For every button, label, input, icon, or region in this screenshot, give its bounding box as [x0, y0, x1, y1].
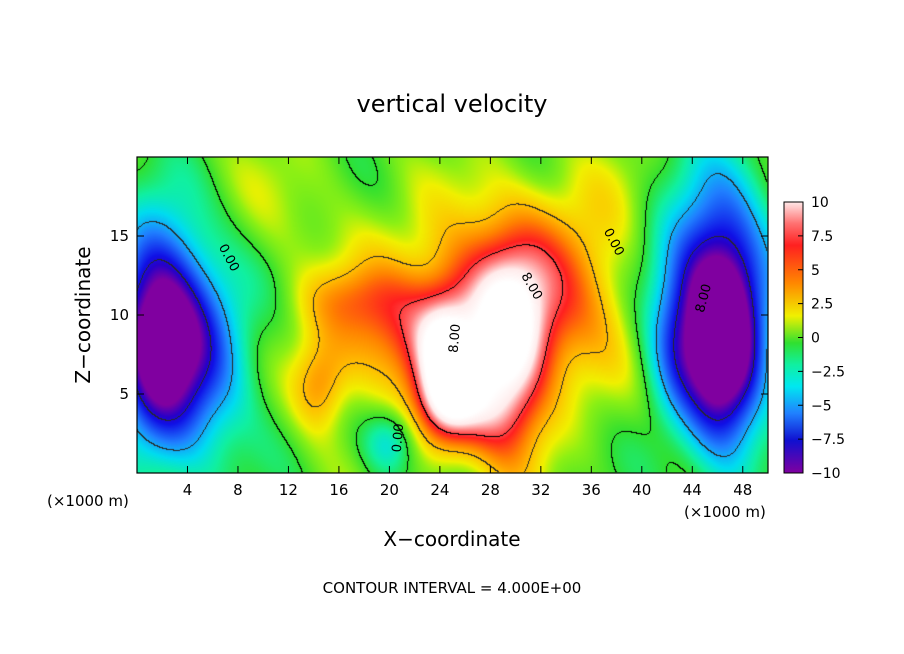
x-tick-label: 12	[279, 481, 298, 499]
x-unit-right: (×1000 m)	[684, 503, 766, 521]
y-axis-ticks: 5 10 15	[110, 227, 768, 403]
colorbar-tick-label: −10	[811, 466, 841, 482]
x-tick-label: 40	[632, 481, 651, 499]
x-tick-label: 8	[233, 481, 243, 499]
colorbar-tick-label: −5	[811, 398, 832, 414]
y-tick-label: 15	[110, 227, 129, 245]
colorbar-tick-label: −7.5	[811, 432, 845, 448]
plot-area: 0.000.000.008.008.00 8.00 4 8 12 16 20 24 28 32 3…	[110, 156, 769, 499]
x-tick-label: 36	[582, 481, 601, 499]
colorbar: 10 7.5 5 2.5 0 −2.5 −5 −7.5 −10	[783, 195, 845, 482]
x-tick-label: 16	[329, 481, 348, 499]
colorbar-tick-label: 2.5	[811, 297, 833, 313]
x-tick-label: 24	[430, 481, 449, 499]
colorbar-ticks: 10 7.5 5 2.5 0 −2.5 −5 −7.5 −10	[798, 195, 845, 482]
colorbar-tick-label: 10	[811, 195, 829, 211]
colorbar-tick-label: −2.5	[811, 364, 845, 380]
x-tick-label: 32	[531, 481, 550, 499]
colorbar-tick-label: 7.5	[811, 229, 833, 245]
x-unit-left: (×1000 m)	[47, 492, 129, 510]
y-tick-label: 10	[110, 306, 129, 324]
x-tick-label: 48	[733, 481, 752, 499]
heatmap-field	[137, 157, 768, 473]
x-axis-ticks: 4 8 12 16 20 24 28 32 36 40 44 48	[183, 157, 752, 499]
y-axis-label: Z−coordinate	[71, 246, 95, 383]
x-tick-label: 44	[683, 481, 702, 499]
y-tick-label: 5	[119, 385, 129, 403]
contour-label: 8.00	[693, 282, 715, 314]
colorbar-tick-label: 5	[811, 263, 820, 279]
chart-title: vertical velocity	[357, 90, 548, 118]
x-tick-label: 4	[183, 481, 193, 499]
contour-label: 0.00	[390, 423, 407, 453]
x-tick-label: 20	[380, 481, 399, 499]
contour-interval-note: CONTOUR INTERVAL = 4.000E+00	[323, 579, 582, 597]
x-axis-label: X−coordinate	[383, 527, 520, 551]
x-tick-label: 28	[481, 481, 500, 499]
contour-label: 8.00	[447, 323, 464, 353]
colorbar-tick-label: 0	[811, 331, 820, 347]
